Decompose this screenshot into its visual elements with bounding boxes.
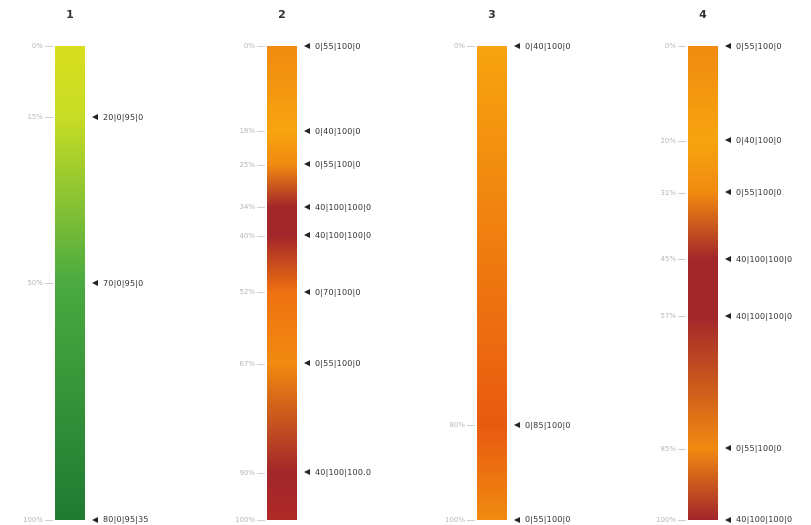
color-code-label: 0|40|100|0 xyxy=(315,126,361,136)
stop-arrow-icon xyxy=(304,42,310,49)
stop-arrow-icon xyxy=(514,42,520,49)
stop-percent-label: 15% xyxy=(27,113,43,122)
color-code-label: 0|70|100|0 xyxy=(315,287,361,297)
color-code-label: 0|55|100|0 xyxy=(736,188,782,198)
stop-arrow-icon xyxy=(92,279,98,286)
stop-tick-left xyxy=(257,164,265,166)
stop-percent-label: 0% xyxy=(664,42,676,50)
stop-percent-label: 100% xyxy=(655,516,676,524)
stop-arrow-icon xyxy=(514,516,520,523)
stop-tick-left xyxy=(678,316,686,318)
stop-arrow-icon xyxy=(304,360,310,367)
stop-percent-label: 31% xyxy=(660,188,676,197)
stop-arrow-icon xyxy=(304,288,310,295)
stop-tick-left xyxy=(257,472,265,474)
stop-percent-label: 90% xyxy=(239,468,255,477)
scale-title-1: 1 xyxy=(66,8,74,21)
stop-arrow-icon xyxy=(304,469,310,476)
stop-tick-left xyxy=(257,292,265,294)
stop-percent-label: 18% xyxy=(239,127,255,136)
stop-tick-left xyxy=(467,425,475,427)
color-code-label: 40|100|100|0 xyxy=(315,202,372,212)
stop-percent-label: 20% xyxy=(660,136,676,145)
stop-tick-left xyxy=(467,520,475,521)
color-code-label: 0|55|100|0 xyxy=(736,41,782,51)
stop-tick-left xyxy=(678,192,686,194)
stop-tick-left xyxy=(257,131,265,133)
stop-percent-label: 85% xyxy=(660,444,676,453)
scale-title-3: 3 xyxy=(488,8,496,21)
stop-tick-left xyxy=(257,520,265,521)
color-code-label: 0|55|100|0 xyxy=(315,160,361,169)
stop-tick-left xyxy=(678,140,686,142)
stop-percent-label: 25% xyxy=(239,160,255,169)
stop-tick-left xyxy=(45,117,53,119)
stop-percent-label: 80% xyxy=(449,421,465,430)
stop-tick-left xyxy=(678,46,686,47)
stop-percent-label: 34% xyxy=(239,203,255,212)
stop-tick-left xyxy=(45,520,53,521)
stop-tick-left xyxy=(257,363,265,365)
stop-arrow-icon xyxy=(304,203,310,210)
color-code-label: 40|100|100.0 xyxy=(315,468,372,478)
stop-percent-label: 0% xyxy=(453,42,465,50)
stop-tick-left xyxy=(467,46,475,47)
color-code-label: 0|55|100|0 xyxy=(315,41,361,51)
stop-tick-left xyxy=(257,46,265,47)
stop-tick-left xyxy=(257,235,265,237)
stop-arrow-icon xyxy=(725,189,731,196)
gradient-bar-4 xyxy=(688,46,718,520)
color-code-label: 0|55|100|0 xyxy=(315,359,361,369)
stop-tick-left xyxy=(678,448,686,450)
stop-arrow-icon xyxy=(92,113,98,120)
stop-percent-label: 57% xyxy=(660,312,676,321)
color-code-label: 70|0|95|0 xyxy=(103,278,144,288)
stop-tick-left xyxy=(45,283,53,284)
stop-arrow-icon xyxy=(725,137,731,144)
scale-title-2: 2 xyxy=(278,8,286,21)
color-code-label: 40|100|100|0 xyxy=(315,231,372,241)
stop-tick-left xyxy=(678,259,686,261)
stop-arrow-icon xyxy=(514,421,520,428)
stop-arrow-icon xyxy=(725,312,731,319)
color-code-label: 40|100|100|0 xyxy=(736,311,793,321)
stop-percent-label: 100% xyxy=(234,516,255,524)
stop-tick-left xyxy=(257,207,265,209)
gradient-bar-1 xyxy=(55,46,85,520)
color-code-label: 80|0|95|35 xyxy=(103,515,149,524)
color-code-label: 40|100|100|0 xyxy=(736,515,793,524)
stop-tick-left xyxy=(678,520,686,521)
color-code-label: 40|100|100|0 xyxy=(736,254,793,264)
stop-arrow-icon xyxy=(304,161,310,167)
stop-arrow-icon xyxy=(725,42,731,49)
stop-percent-label: 100% xyxy=(22,516,43,524)
color-code-label: 0|55|100|0 xyxy=(736,444,782,454)
stop-percent-label: 0% xyxy=(243,42,255,50)
stop-percent-label: 100% xyxy=(444,516,465,524)
stop-arrow-icon xyxy=(304,127,310,134)
color-code-label: 0|55|100|0 xyxy=(525,515,571,524)
stop-arrow-icon xyxy=(725,255,731,262)
stop-percent-label: 0% xyxy=(31,42,43,50)
stop-percent-label: 45% xyxy=(660,255,676,264)
stop-tick-left xyxy=(45,46,53,47)
stop-arrow-icon xyxy=(304,232,310,239)
stop-arrow-icon xyxy=(725,516,731,523)
stop-percent-label: 50% xyxy=(27,279,43,287)
scale-title-4: 4 xyxy=(699,8,707,21)
color-code-label: 20|0|95|0 xyxy=(103,112,144,122)
color-code-label: 0|40|100|0 xyxy=(525,41,571,51)
color-code-label: 0|40|100|0 xyxy=(736,136,782,146)
stop-percent-label: 67% xyxy=(239,359,255,368)
stop-arrow-icon xyxy=(725,445,731,452)
stop-arrow-icon xyxy=(92,516,98,523)
gradient-bar-2 xyxy=(267,46,297,520)
stop-percent-label: 40% xyxy=(239,231,255,240)
stop-percent-label: 52% xyxy=(239,288,255,297)
gradient-bar-3 xyxy=(477,46,507,520)
color-code-label: 0|85|100|0 xyxy=(525,420,571,430)
